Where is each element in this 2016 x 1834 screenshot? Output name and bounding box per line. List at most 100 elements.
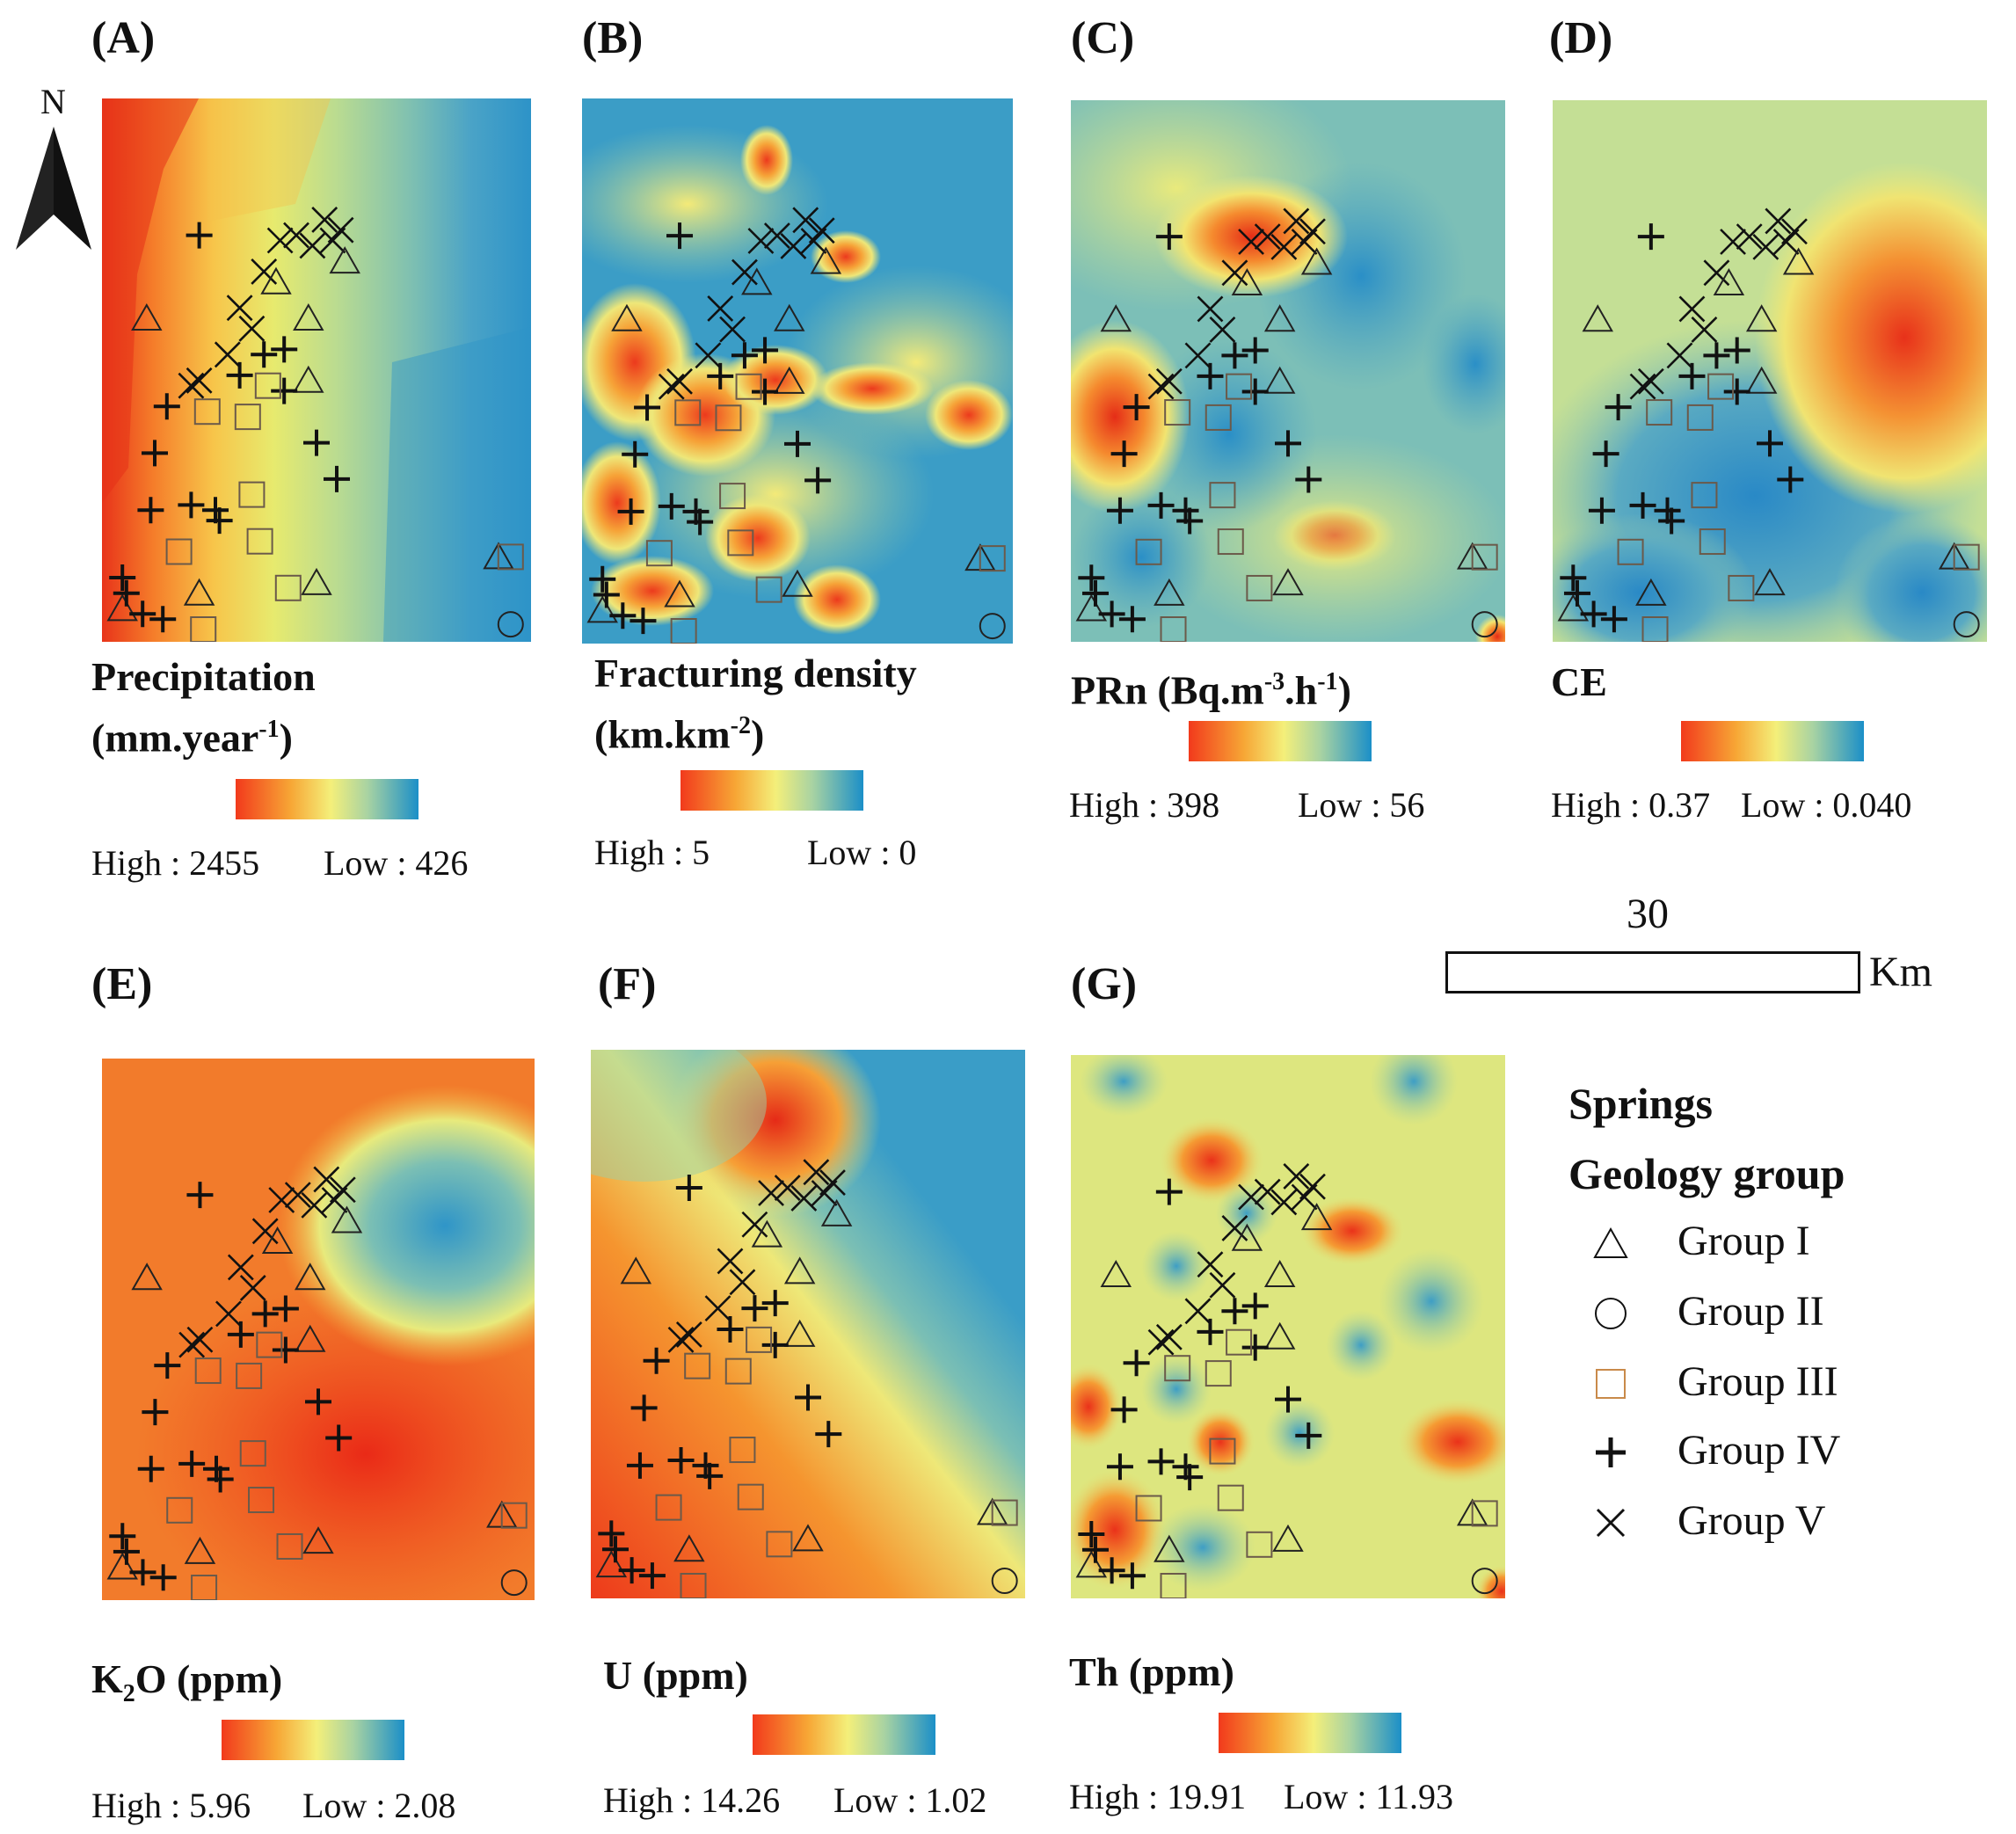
- spring-group-3-square: [655, 1494, 682, 1521]
- spring-group-1-triangle: [1154, 578, 1185, 606]
- range-low-f: Low : 1.02: [833, 1780, 987, 1820]
- range-low-g: Low : 11.93: [1284, 1777, 1453, 1816]
- spring-group-3-square: [234, 404, 261, 431]
- spring-group-2-circle: [500, 1569, 528, 1597]
- spring-group-5-cross: [1238, 1183, 1264, 1211]
- spring-group-3-square: [194, 1357, 222, 1385]
- spring-group-4-plus: [1592, 440, 1619, 468]
- spring-group-5-cross: [299, 232, 326, 259]
- spring-group-5-cross: [1184, 1298, 1212, 1325]
- spring-group-4-plus: [227, 1321, 254, 1348]
- spring-group-1-triangle: [293, 365, 324, 393]
- spring-group-5-cross: [763, 222, 790, 249]
- range-high-g: High : 19.91: [1069, 1777, 1247, 1816]
- plus-icon: [1596, 1437, 1626, 1467]
- spring-group-5-cross: [1221, 259, 1248, 287]
- range-high-b: High : 5: [594, 833, 710, 872]
- spring-group-5-cross: [1666, 342, 1693, 369]
- map-b-overlay: [582, 125, 1013, 635]
- spring-group-4-plus: [741, 1295, 768, 1322]
- spring-group-3-square: [991, 1499, 1018, 1526]
- spring-group-4-plus: [1723, 337, 1750, 364]
- spring-group-5-cross: [1209, 317, 1236, 343]
- spring-group-1-triangle: [1100, 1259, 1132, 1287]
- spring-group-4-plus: [129, 1559, 156, 1586]
- spring-group-3-square: [1646, 399, 1673, 426]
- spring-group-5-cross: [251, 1218, 279, 1245]
- spring-group-5-cross: [1197, 295, 1224, 323]
- spring-group-4-plus: [1078, 564, 1105, 592]
- title-th: Th (ppm): [1069, 1649, 1234, 1694]
- title-k2o: K2O (ppm): [91, 1656, 283, 1708]
- spring-group-3-square: [165, 538, 193, 565]
- range-low-e: Low : 2.08: [302, 1786, 456, 1825]
- legend-title: Springs: [1568, 1079, 1713, 1128]
- spring-group-4-plus: [1176, 1464, 1204, 1491]
- spring-group-4-plus: [272, 1295, 299, 1322]
- spring-group-5-cross: [1254, 223, 1281, 251]
- spring-group-5-cross: [658, 373, 685, 400]
- range-high-d: High : 0.37: [1551, 785, 1711, 825]
- spring-group-3-square: [1686, 404, 1714, 431]
- spring-group-3-square: [254, 372, 281, 399]
- spring-group-1-triangle: [751, 1219, 783, 1248]
- panel-label-e: (E): [91, 959, 153, 1009]
- spring-group-4-plus: [1241, 1334, 1269, 1361]
- spring-group-4-plus: [1241, 1292, 1269, 1320]
- spring-group-4-plus: [696, 1462, 724, 1489]
- spring-group-1-triangle: [1713, 268, 1745, 296]
- spring-group-5-cross: [790, 1185, 818, 1212]
- spring-group-4-plus: [617, 498, 644, 525]
- spring-group-5-cross: [666, 368, 693, 395]
- spring-group-5-cross: [186, 367, 213, 394]
- spring-group-4-plus: [675, 1175, 702, 1202]
- spring-group-4-plus: [795, 1384, 821, 1411]
- spring-group-5-cross: [1691, 317, 1718, 343]
- spring-group-4-plus: [1155, 1178, 1183, 1205]
- spring-group-4-plus: [154, 1352, 181, 1379]
- scale-distance: 30: [1627, 891, 1669, 937]
- spring-group-4-plus: [1197, 1318, 1224, 1345]
- north-arrow: N: [14, 81, 93, 250]
- spring-group-4-plus: [113, 579, 140, 607]
- circle-icon: [1595, 1298, 1627, 1329]
- spring-group-5-cross: [792, 207, 819, 234]
- spring-group-5-cross: [178, 1331, 206, 1358]
- spring-group-2-circle: [1953, 611, 1980, 638]
- spring-group-3-square: [766, 1531, 793, 1558]
- spring-group-5-cross: [214, 341, 241, 368]
- spring-group-5-cross: [1720, 229, 1746, 255]
- spring-group-4-plus: [178, 1450, 206, 1477]
- spring-group-4-plus: [1588, 497, 1615, 524]
- spring-group-3-square: [1617, 538, 1644, 565]
- spring-group-4-plus: [752, 337, 779, 364]
- spring-group-5-cross: [1254, 1178, 1281, 1205]
- spring-group-4-plus: [129, 600, 156, 628]
- spring-group-4-plus: [752, 378, 779, 405]
- spring-group-4-plus: [593, 581, 620, 608]
- spring-group-5-cross: [327, 216, 354, 244]
- spring-group-4-plus: [325, 1424, 353, 1452]
- spring-group-4-plus: [643, 1347, 670, 1374]
- spring-group-3-square: [1205, 1360, 1232, 1387]
- spring-group-5-cross: [1155, 1323, 1183, 1350]
- spring-group-4-plus: [1629, 491, 1656, 519]
- spring-group-2-circle: [979, 613, 1006, 640]
- spring-group-4-plus: [815, 1421, 842, 1448]
- spring-group-4-plus: [1176, 507, 1204, 535]
- panel-label-c: (C): [1071, 13, 1135, 63]
- spring-group-4-plus: [251, 341, 278, 368]
- spring-group-1-triangle: [106, 593, 138, 622]
- spring-group-3-square: [274, 574, 302, 601]
- spring-group-4-plus: [1777, 466, 1804, 493]
- spring-group-5-cross: [741, 1211, 768, 1238]
- spring-group-3-square: [674, 399, 702, 426]
- spring-group-4-plus: [634, 394, 661, 421]
- title-u: U (ppm): [603, 1653, 748, 1698]
- spring-group-2-circle: [991, 1568, 1018, 1595]
- spring-group-3-square: [1209, 482, 1236, 509]
- spring-group-5-cross: [1221, 1214, 1248, 1241]
- spring-group-5-cross: [1637, 368, 1664, 395]
- color-ramp-f: [753, 1714, 935, 1755]
- spring-group-1-triangle: [620, 1256, 652, 1285]
